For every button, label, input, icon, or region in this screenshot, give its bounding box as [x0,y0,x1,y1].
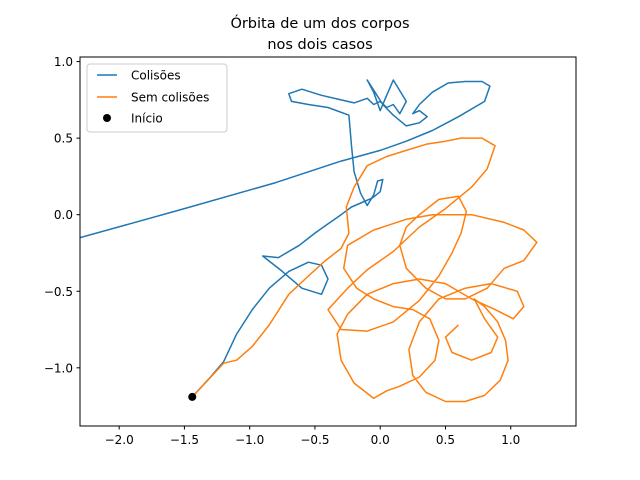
legend-label-colisoes: Colisões [131,69,181,83]
x-tick-label: 0.0 [371,433,390,447]
chart-title-line-1: Órbita de um dos corpos [230,14,409,32]
series-layer [80,79,538,403]
legend: Colisões Sem colisões Início [86,63,228,133]
y-axis: −1.0 −0.5 0.0 0.5 1.0 [44,55,80,375]
x-tick-label: −1.0 [235,433,264,447]
legend-marker-inicio [103,114,111,122]
x-tick-label: −0.5 [300,433,329,447]
y-tick-label: 0.5 [54,132,73,146]
chart-title-line-2: nos dois casos [267,37,372,53]
x-tick-label: 1.0 [501,433,520,447]
marker-layer [188,392,197,401]
legend-box [86,63,228,133]
series-line-sem-colisoes [191,137,538,403]
y-tick-label: 1.0 [54,55,73,69]
y-tick-label: −1.0 [44,361,73,375]
legend-label-sem-colisoes: Sem colisões [131,91,209,105]
y-tick-label: 0.0 [54,208,73,222]
plot-frame [79,56,577,427]
x-tick-label: −1.5 [170,433,199,447]
legend-label-inicio: Início [131,112,163,126]
series-line-colisoes [80,79,491,398]
x-tick-label: 0.5 [436,433,455,447]
y-tick-label: −0.5 [44,285,73,299]
x-tick-label: −2.0 [105,433,134,447]
x-axis: −2.0 −1.5 −1.0 −0.5 0.0 0.5 1.0 [105,426,520,447]
start-point-marker [188,392,197,401]
